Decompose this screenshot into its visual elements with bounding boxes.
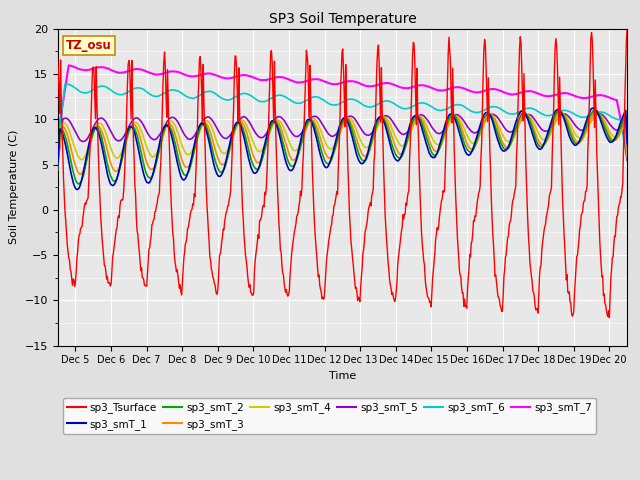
Text: TZ_osu: TZ_osu [66,39,112,52]
Legend: sp3_Tsurface, sp3_smT_1, sp3_smT_2, sp3_smT_3, sp3_smT_4, sp3_smT_5, sp3_smT_6, : sp3_Tsurface, sp3_smT_1, sp3_smT_2, sp3_… [63,398,596,434]
X-axis label: Time: Time [329,371,356,381]
Title: SP3 Soil Temperature: SP3 Soil Temperature [269,12,416,26]
Y-axis label: Soil Temperature (C): Soil Temperature (C) [9,130,19,244]
